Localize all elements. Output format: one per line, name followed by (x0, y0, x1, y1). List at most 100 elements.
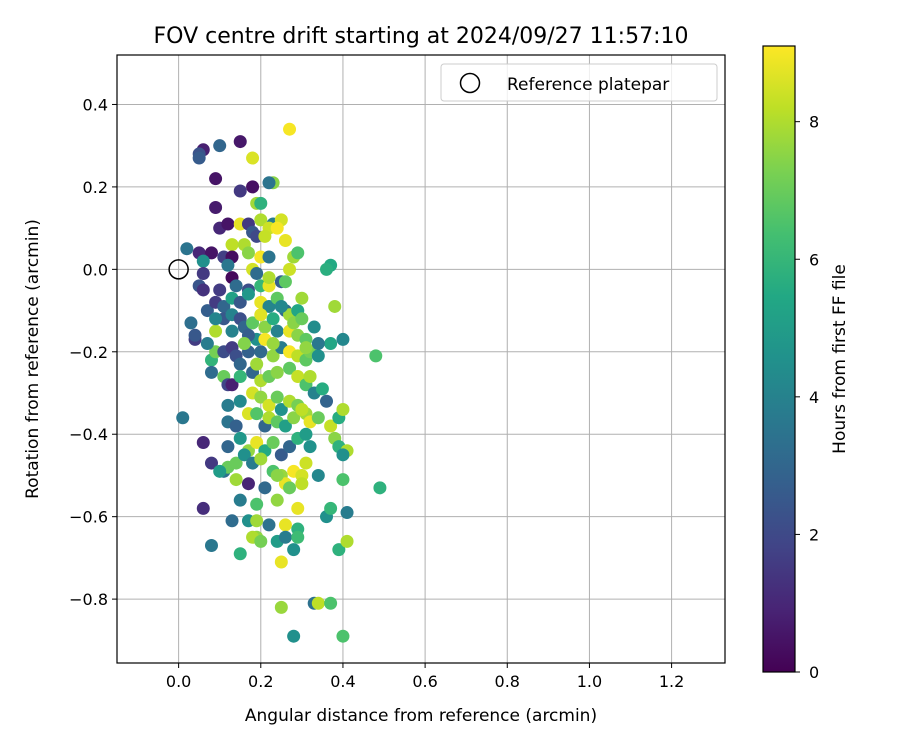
data-point (233, 135, 247, 149)
data-point (336, 473, 350, 487)
data-point (266, 349, 280, 363)
data-point (291, 246, 305, 260)
data-point (217, 299, 231, 313)
data-point (291, 501, 305, 515)
data-point (270, 493, 284, 507)
data-point (184, 316, 198, 330)
data-point (233, 547, 247, 561)
data-point (283, 440, 297, 454)
data-point (311, 349, 325, 363)
colorbar-gradient (763, 46, 795, 672)
data-point (328, 299, 342, 313)
colorbar-label: Hours from first FF file (830, 264, 850, 454)
data-point (262, 398, 276, 412)
data-point (287, 629, 301, 643)
data-point (336, 629, 350, 643)
data-point (270, 365, 284, 379)
data-point (311, 596, 325, 610)
legend-reference-marker (459, 72, 481, 94)
data-point (246, 316, 260, 330)
data-point (324, 419, 338, 433)
data-point (283, 361, 297, 375)
legend-box (440, 63, 718, 102)
data-point (274, 299, 288, 313)
data-point (262, 299, 276, 313)
data-point (225, 378, 239, 392)
data-point (200, 337, 214, 351)
data-point (196, 501, 210, 515)
colorbar-frame (762, 45, 796, 673)
data-point (336, 448, 350, 462)
data-point (258, 481, 272, 495)
data-point (204, 246, 218, 260)
data-point (340, 534, 354, 548)
data-point (283, 481, 297, 495)
data-point (254, 308, 268, 322)
data-point (287, 411, 301, 425)
data-point (233, 295, 247, 309)
data-point (295, 402, 309, 416)
data-point (266, 337, 280, 351)
data-point (262, 250, 276, 264)
data-point (324, 337, 338, 351)
x-tick-label: 1.2 (659, 672, 684, 691)
data-point (311, 468, 325, 482)
data-point (270, 324, 284, 338)
data-point (221, 398, 235, 412)
data-point (295, 291, 309, 305)
data-point (283, 262, 297, 276)
data-point (254, 452, 268, 466)
data-point (196, 435, 210, 449)
data-point (246, 180, 260, 194)
y-tick-label: 0.2 (83, 178, 108, 197)
data-point (241, 246, 255, 260)
data-point (307, 320, 321, 334)
data-point (221, 217, 235, 231)
data-point (295, 477, 309, 491)
data-point (196, 254, 210, 268)
data-point (246, 151, 260, 165)
data-point (299, 341, 313, 355)
y-tick-label: −0.6 (69, 508, 108, 527)
colorbar-tick-label: 6 (809, 250, 819, 269)
data-point (209, 324, 223, 338)
plot-area-frame (116, 54, 726, 664)
data-point (213, 139, 227, 153)
data-point (233, 493, 247, 507)
x-tick-label: 0.4 (330, 672, 355, 691)
data-point (340, 506, 354, 520)
data-point (274, 448, 288, 462)
data-point (176, 411, 190, 425)
data-point (213, 464, 227, 478)
data-point (278, 530, 292, 544)
y-tick-label: −0.8 (69, 590, 108, 609)
data-point (221, 258, 235, 272)
data-point (324, 596, 338, 610)
data-point (291, 530, 305, 544)
data-point (270, 468, 284, 482)
data-point (213, 283, 227, 297)
colorbar-tick-label: 4 (809, 388, 819, 407)
data-point (274, 555, 288, 569)
data-point (204, 456, 218, 470)
data-point (291, 370, 305, 384)
data-point (254, 390, 268, 404)
reference-platepar-marker (168, 259, 189, 280)
data-point (254, 534, 268, 548)
x-tick-label: 0.0 (166, 672, 191, 691)
data-point (250, 497, 264, 511)
data-point (196, 283, 210, 297)
data-point (233, 394, 247, 408)
data-point (303, 370, 317, 384)
data-point (250, 266, 264, 280)
y-tick-label: −0.4 (69, 425, 108, 444)
data-point (278, 518, 292, 532)
data-point (320, 394, 334, 408)
data-point (200, 304, 214, 318)
data-point (258, 229, 272, 243)
colorbar-ticks: 0 2 4 6 8 (795, 113, 819, 682)
data-point (225, 514, 239, 528)
data-point (311, 337, 325, 351)
data-point (287, 543, 301, 557)
data-point (209, 201, 223, 215)
